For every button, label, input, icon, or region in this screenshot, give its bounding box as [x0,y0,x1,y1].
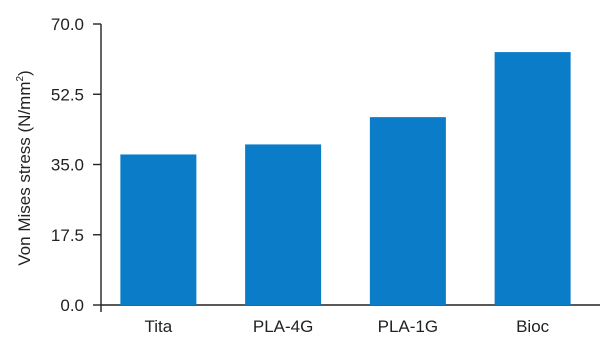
y-axis-title-suffix: ) [15,70,34,76]
svg-text:Von Mises stress (N/mm2): Von Mises stress (N/mm2) [15,70,34,265]
y-axis: 0.0 17.5 35.0 52.5 70.0 [51,15,102,315]
x-axis: Tita PLA-4G PLA-1G Bioc [101,304,600,336]
bar-tita [120,154,197,305]
x-tick-label: Bioc [516,317,550,336]
y-tick-label: 0.0 [60,296,84,315]
bar-pla-4g [245,144,322,305]
y-tick-label: 70.0 [51,15,84,34]
y-axis-title: Von Mises stress (N/mm2) [15,70,34,265]
x-tick-label: PLA-1G [378,317,438,336]
y-tick-label: 17.5 [51,226,84,245]
bar-bioc [494,52,571,305]
y-tick-label: 52.5 [51,85,84,104]
bar-series [120,52,571,305]
y-axis-title-superscript: 2 [15,76,26,82]
y-tick-label: 35.0 [51,156,84,175]
y-axis-title-prefix: Von Mises stress (N/mm [15,82,34,266]
bar-pla-1g [369,117,446,305]
x-tick-label: Tita [145,317,173,336]
x-tick-label: PLA-4G [253,317,313,336]
